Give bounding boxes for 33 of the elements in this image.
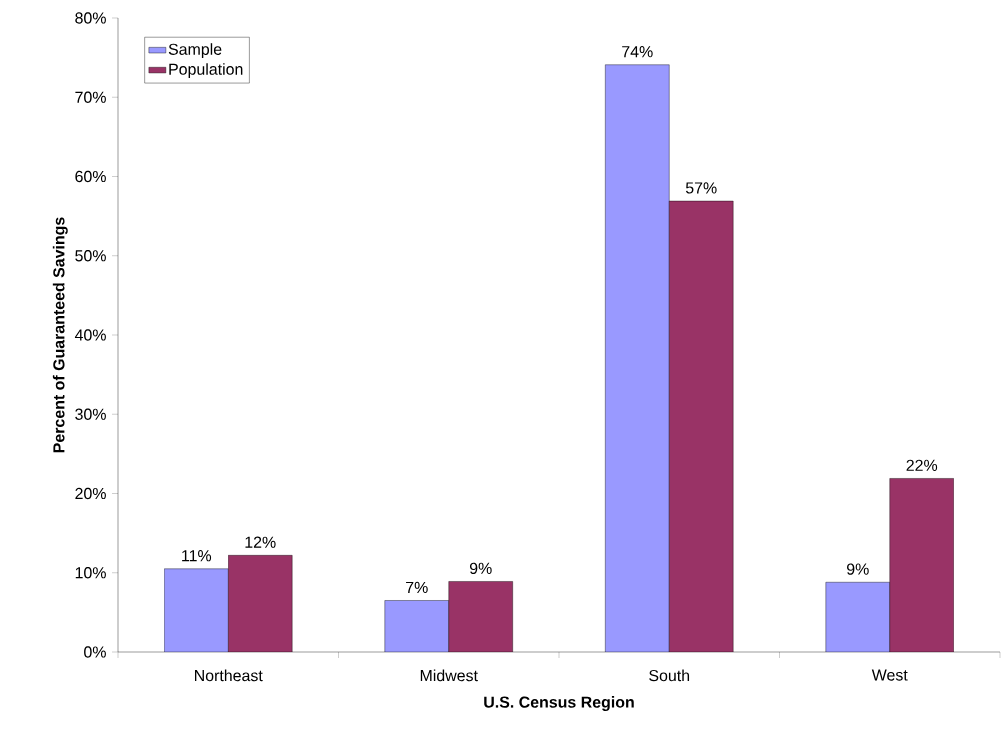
- bar: [384, 600, 449, 652]
- bar: [228, 555, 293, 652]
- legend-label: Sample: [168, 43, 222, 59]
- y-tick-label: 40%: [74, 329, 106, 341]
- data-label: 9%: [469, 562, 492, 574]
- data-label: 57%: [685, 182, 717, 194]
- x-tick-label: Midwest: [420, 669, 478, 682]
- legend-label: Population: [169, 63, 243, 78]
- bar: [605, 64, 670, 652]
- bar: [669, 201, 734, 652]
- data-label: 22%: [906, 459, 938, 471]
- x-axis-title: U.S. Census Region: [484, 696, 634, 711]
- data-label: 11%: [182, 550, 212, 562]
- data-label: 74%: [622, 46, 653, 58]
- x-tick-label: Northeast: [195, 669, 263, 682]
- y-tick-label: 0%: [84, 646, 106, 658]
- y-tick-label: 50%: [75, 250, 106, 262]
- bar: [889, 478, 954, 652]
- data-label: 7%: [406, 581, 428, 593]
- bar: [448, 581, 513, 652]
- y-tick-label: 10%: [75, 567, 106, 579]
- y-tick-label: 80%: [75, 12, 106, 24]
- bar: [825, 582, 890, 652]
- y-tick-label: 70%: [75, 91, 106, 103]
- x-tick-label: South: [649, 669, 690, 682]
- y-tick-label: 30%: [75, 408, 106, 420]
- data-label: 12%: [245, 536, 276, 548]
- bar: [164, 568, 229, 652]
- y-axis-title: Percent of Guaranteed Savings: [52, 217, 68, 453]
- x-tick-label: West: [871, 669, 908, 681]
- y-tick-label: 60%: [75, 170, 106, 183]
- y-tick-label: 20%: [75, 487, 106, 500]
- data-label: 9%: [847, 563, 869, 575]
